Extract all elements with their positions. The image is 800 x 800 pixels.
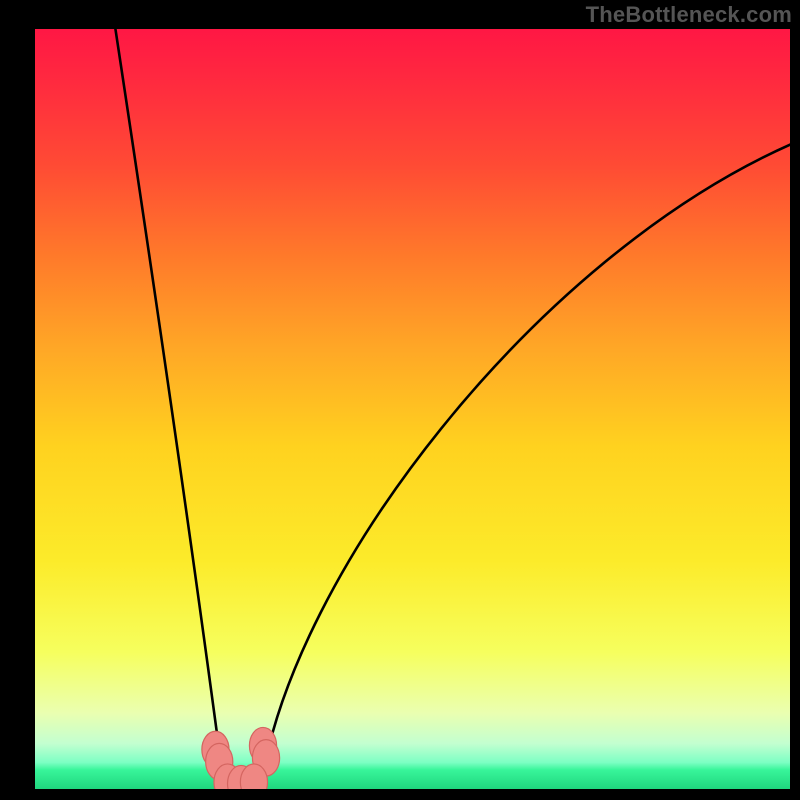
watermark-label: TheBottleneck.com: [586, 2, 792, 28]
bottleneck-chart: [35, 29, 790, 789]
chart-frame: TheBottleneck.com: [0, 0, 800, 800]
gradient-background: [35, 29, 790, 789]
